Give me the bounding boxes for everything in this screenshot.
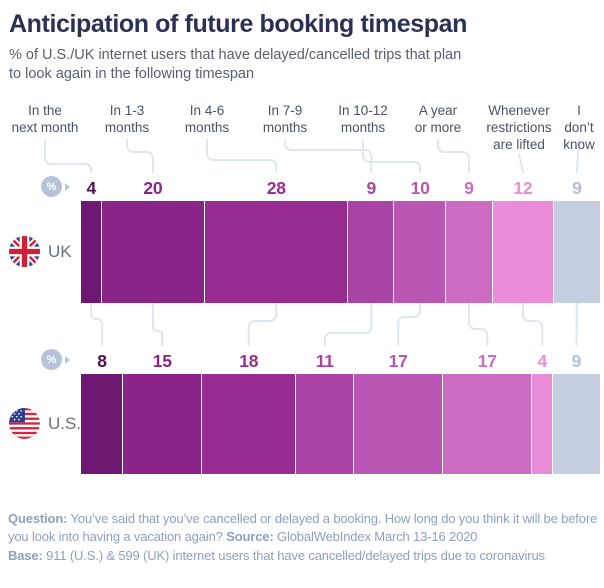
connector-lines-middle	[90, 302, 578, 346]
footnote-line: you look into having a vacation again? S…	[8, 528, 604, 546]
value-label: 9	[571, 351, 582, 372]
value-label: 9	[464, 178, 474, 199]
category-label: In 4-6 months	[184, 102, 230, 136]
bar-segment	[81, 373, 123, 474]
bar-segment	[552, 373, 601, 474]
footnote-label: Source:	[226, 529, 274, 545]
connector-lines-top	[44, 138, 580, 173]
value-label: 17	[388, 351, 408, 372]
bar-segment	[346, 200, 394, 303]
uk-flag-icon	[9, 236, 40, 268]
bar-segment	[441, 373, 531, 474]
bar-segment	[122, 373, 201, 474]
category-label: Whenever restrictions are lifted	[486, 102, 552, 153]
arrow-right-icon	[65, 355, 70, 364]
uk-value-labels: 4 20 28 9 10 9 12 9	[81, 176, 600, 198]
uk-value-row: % 4 20 28 9 10 9 12 9	[0, 176, 604, 198]
footnote: Question: You’ve said that you’ve cancel…	[0, 510, 604, 565]
uk-bar	[81, 200, 600, 303]
connector-line	[397, 302, 422, 346]
percent-badge: %	[0, 349, 81, 371]
percent-badge: %	[0, 176, 81, 198]
connector-line	[362, 138, 422, 173]
us-bar-row: U.S.	[0, 373, 604, 474]
connector-line	[521, 302, 544, 346]
connector-line	[437, 138, 470, 173]
percent-icon: %	[41, 176, 62, 198]
bar-segment	[530, 373, 553, 474]
value-label: 28	[266, 178, 286, 199]
footnote-label: Question:	[8, 510, 68, 526]
category-label: I don’t know	[563, 102, 595, 153]
us-bar	[81, 373, 601, 474]
bar-segment	[491, 200, 554, 303]
category-label: In 10-12 months	[338, 102, 388, 136]
connector-line	[518, 152, 524, 173]
bar-segment	[553, 200, 600, 303]
us-flag-icon	[9, 408, 40, 440]
connector-line	[575, 138, 580, 173]
us-value-row: % 8 15 18 11 17 17 4 9	[0, 349, 604, 371]
category-label: In 7-9 months	[262, 102, 308, 136]
footnote-line: Question: You’ve said that you’ve cancel…	[8, 510, 604, 528]
connector-line	[247, 302, 278, 346]
bar-segment	[203, 200, 347, 303]
value-label: 4	[537, 351, 548, 372]
uk-bar-row: UK	[0, 200, 604, 303]
footnote-label: Base:	[8, 547, 43, 563]
bar-segment	[295, 373, 353, 474]
footnote-line: Base: 911 (U.S.) & 599 (UK) internet use…	[8, 547, 604, 565]
footnote-text: you look into having a vacation again?	[8, 529, 227, 545]
value-label: 20	[143, 178, 163, 199]
connector-line	[467, 302, 489, 346]
connector-line	[284, 138, 373, 173]
uk-row-label: UK	[48, 241, 72, 261]
value-label: 15	[152, 351, 172, 372]
bar-segment	[101, 200, 204, 303]
us-row-label: U.S.	[47, 413, 81, 433]
value-label: 12	[513, 178, 533, 199]
bar-segment	[81, 200, 102, 303]
connector-line	[206, 138, 278, 173]
chart-title: Anticipation of future booking timespan	[9, 10, 467, 38]
arrow-right-icon	[65, 182, 70, 191]
value-label: 9	[366, 178, 377, 199]
us-row-header: U.S.	[0, 374, 81, 474]
value-label: 18	[239, 351, 259, 372]
value-label: 9	[572, 178, 582, 199]
bar-segment	[352, 373, 442, 474]
connector-line	[323, 302, 373, 346]
chart-subtitle: % of U.S./UK internet users that have de…	[9, 47, 462, 83]
bar-segment	[200, 373, 296, 474]
value-label: 17	[477, 351, 497, 372]
percent-icon: %	[41, 349, 62, 371]
bar-segment	[393, 200, 445, 303]
connector-line	[151, 302, 164, 346]
footnote-text: GlobalWebIndex March 13-16 2020	[273, 529, 478, 545]
bar-segment	[444, 200, 492, 303]
category-label: A year or more	[414, 102, 462, 136]
category-label: In 1-3 months	[104, 102, 150, 136]
us-value-labels: 8 15 18 11 17 17 4 9	[81, 349, 600, 371]
connector-line	[90, 302, 103, 346]
uk-row-header: UK	[0, 201, 81, 303]
category-label: In the next month	[11, 102, 79, 136]
connector-line	[126, 138, 154, 173]
category-labels: In the next month In 1-3 months In 4-6 mon…	[0, 102, 604, 153]
value-label: 8	[97, 351, 107, 372]
connector-line	[44, 138, 93, 173]
footnote-text: You’ve said that you’ve cancelled or del…	[67, 510, 598, 526]
value-label: 4	[86, 178, 97, 199]
footnote-text: 911 (U.S.) & 599 (UK) internet users tha…	[42, 547, 545, 563]
value-label: 10	[410, 178, 430, 199]
value-label: 11	[315, 351, 334, 372]
